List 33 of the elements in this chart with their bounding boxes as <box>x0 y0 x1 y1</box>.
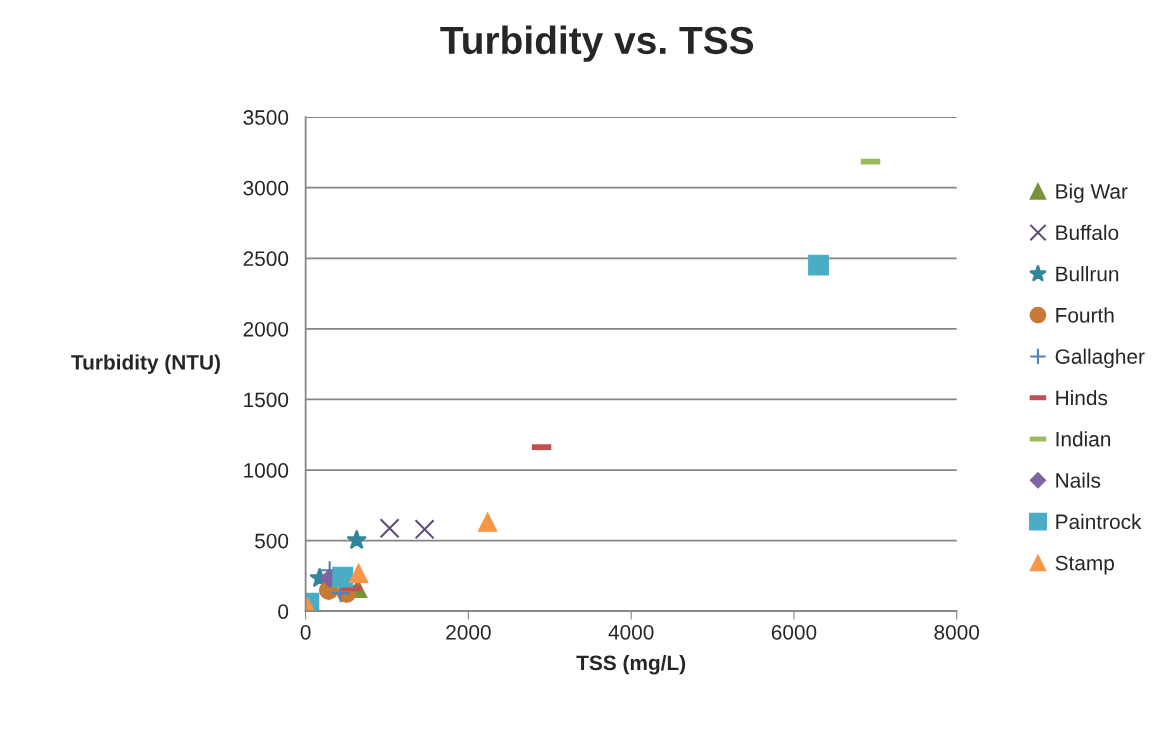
x-axis-title: TSS (mg/L) <box>576 654 686 675</box>
legend-label: Fourth <box>1056 307 1114 323</box>
y-tick-label: 0 <box>278 604 289 619</box>
y-tick-label: 1500 <box>244 392 289 408</box>
x-tick-label: 6000 <box>771 624 817 640</box>
y-tick-label: 500 <box>255 533 289 549</box>
point <box>808 254 829 276</box>
x-tick-label: 4000 <box>608 624 654 640</box>
legend-label: Gallagher <box>1055 348 1145 369</box>
point <box>477 512 498 532</box>
point <box>348 563 369 583</box>
legend-label: Buffalo <box>1056 224 1119 241</box>
chart-title: Turbidity vs. TSS <box>440 25 754 62</box>
point <box>414 519 435 540</box>
legend-label: Big War <box>1056 183 1128 203</box>
y-tick-label: 2000 <box>243 321 289 337</box>
x-tick-label: 2000 <box>446 624 491 640</box>
legend-label: Indian <box>1056 431 1111 447</box>
legend-label: Nails <box>1056 472 1101 488</box>
legend-label: Hinds <box>1056 389 1108 406</box>
x-tick-label: 0 <box>300 624 311 640</box>
legend-label: Paintrock <box>1056 513 1142 530</box>
legend-label: Stamp <box>1055 555 1114 575</box>
y-tick-label: 3000 <box>243 180 289 196</box>
point <box>346 529 367 550</box>
y-tick-label: 1000 <box>244 463 289 478</box>
point <box>332 566 354 588</box>
y-tick-label: 3500 <box>243 110 289 125</box>
y-axis-title: Turbidity (NTU) <box>71 354 220 374</box>
legend-label: Bullrun <box>1056 266 1119 282</box>
y-tick-label: 2500 <box>243 251 289 267</box>
x-tick-label: 8000 <box>934 624 980 640</box>
point <box>379 518 400 539</box>
